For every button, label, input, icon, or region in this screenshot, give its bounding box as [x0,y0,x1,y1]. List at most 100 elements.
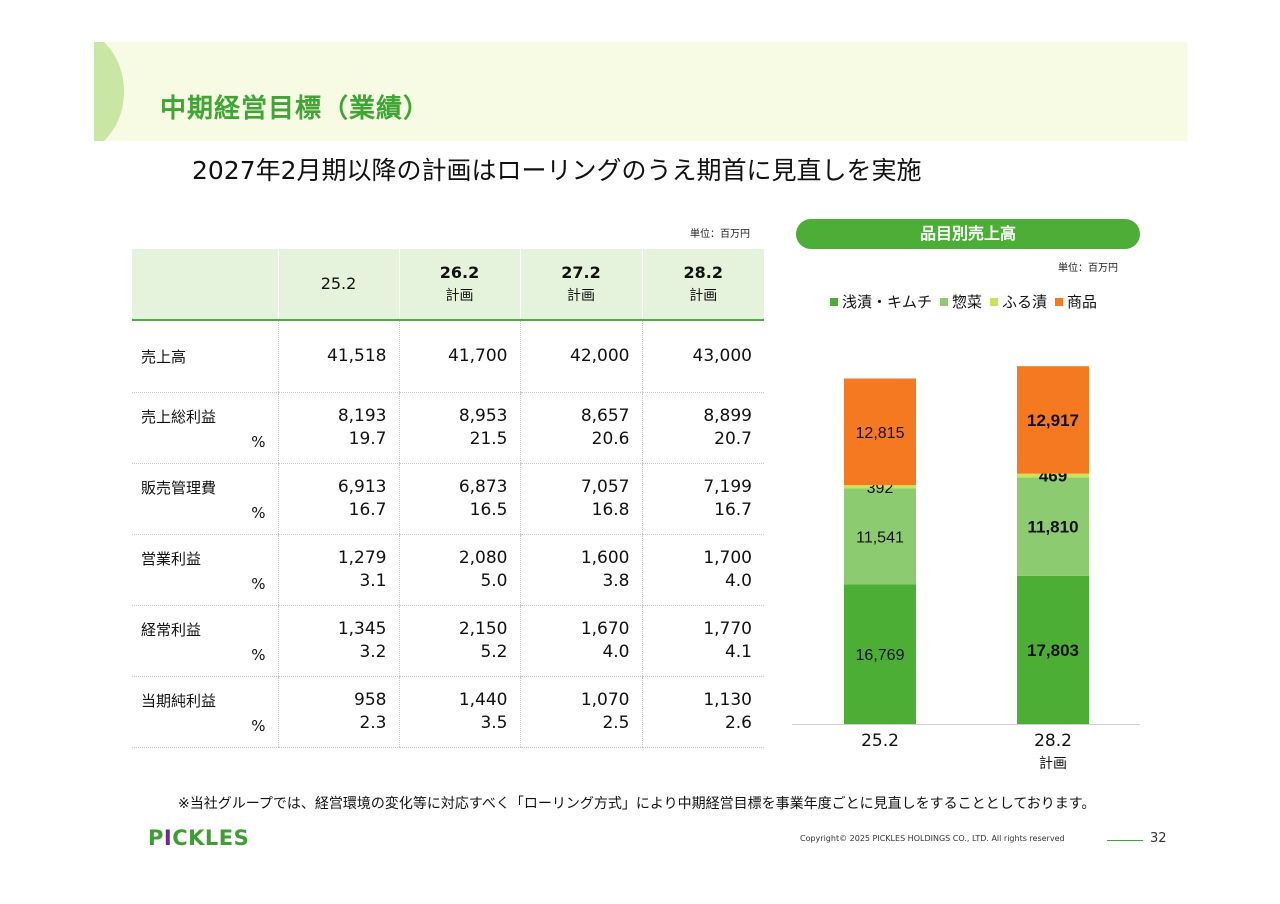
table-cell: 1,345 3.2 [277,605,399,677]
cell-percent: 20.7 [714,429,752,449]
chart-title: 品目別売上高 [796,219,1140,249]
cell-percent: 3.5 [480,713,508,733]
row-label-text: 経常利益 [141,621,202,639]
percent-label: % [251,646,266,664]
cell-percent: 16.5 [469,500,508,520]
cell-percent: 16.8 [591,500,630,520]
table-cell: 42,000 [519,320,642,393]
bar-segment [1017,575,1089,724]
cell-percent: 2.3 [359,713,387,733]
data-label: 392 [867,480,894,497]
financial-targets-table: 25.2 26.2 計画 27.2 計画 28.2 計画 売上高 41,518 41,70… [132,249,764,748]
table-cell: 43,000 [641,320,764,393]
legend-item: 惣菜 [940,291,982,312]
cell-percent: 5.0 [480,571,508,591]
cell-percent: 4.0 [724,571,752,591]
table-row: 営業利益% 1,279 3.1 2,080 5.0 1,600 3.8 1,700 4.0 [132,534,764,606]
bar-segment [1017,473,1089,478]
cell-percent: 4.0 [602,642,630,662]
table-row: 当期純利益% 958 2.3 1,440 3.5 1,070 2.5 1,130 2.6 [132,676,764,748]
cell-value: 2,080 [458,548,508,568]
bar-segment [844,584,916,724]
table-row: 売上高 41,518 41,700 42,000 43,000 [132,320,764,393]
data-label: 12,917 [1027,411,1079,430]
title-banner [94,42,1187,141]
legend-swatch [940,297,949,306]
cell-percent: 3.2 [359,642,387,662]
row-label-text: 販売管理費 [141,479,217,497]
row-label: 販売管理費% [132,463,278,535]
table-cell: 958 2.3 [277,676,399,748]
cell-value: 1,130 [703,690,752,710]
copyright-rule [1107,840,1143,841]
row-label: 営業利益% [132,534,278,606]
cell-value: 6,873 [458,477,508,497]
cell-percent: 5.2 [480,642,508,662]
banner-decoration [94,42,124,141]
bar-segment [1017,366,1089,474]
cell-value: 7,057 [580,477,630,497]
legend-swatch [830,297,838,306]
row-label-text: 営業利益 [141,550,202,568]
row-label: 売上高 [132,320,278,393]
legend-swatch [990,297,999,306]
page-title: 中期経営目標（業績） [160,94,431,124]
legend-label: 商品 [1067,293,1098,311]
cell-value: 7,199 [703,477,752,497]
legend-item: 商品 [1055,291,1097,312]
table-cell: 41,518 [277,320,399,393]
table-cell: 1,279 3.1 [277,534,399,606]
bar-segment [1017,477,1089,576]
legend-swatch [1055,297,1064,306]
cell-value: 8,193 [337,406,387,426]
data-label: 16,769 [856,647,905,664]
table-cell: 6,913 16.7 [277,463,399,535]
cell-value: 8,899 [703,406,752,426]
cell-value: 41,700 [448,346,508,366]
column-header: 28.2 計画 [641,249,764,320]
chart-legend: 浅漬・キムチ 惣菜 ふる漬 商品 [830,291,1105,312]
chart-unit-label: 単位：百万円 [1058,263,1118,274]
row-label: 当期純利益% [132,676,278,748]
table-cell: 8,899 20.7 [641,392,764,464]
cell-value: 1,345 [337,619,387,639]
percent-label: % [251,504,266,522]
cell-value: 1,279 [337,548,387,568]
cell-percent: 19.7 [348,429,387,449]
legend-item: ふる漬 [990,291,1047,312]
cell-value: 41,518 [327,346,387,366]
legend-label: 惣菜 [952,293,983,311]
table-cell: 1,070 2.5 [519,676,642,748]
page-subtitle: 2027年2月期以降の計画はローリングのうえ期首に見直しを実施 [192,156,922,185]
row-label-text: 当期純利益 [141,692,217,710]
bar-segment [844,485,916,489]
x-tick-sublabel: 計画 [1039,756,1067,772]
cell-value: 8,953 [458,406,508,426]
x-tick-label: 25.2 [861,731,899,751]
legend-label: ふる漬 [1002,293,1048,311]
data-label: 17,803 [1027,641,1079,660]
table-cell: 1,700 4.0 [641,534,764,606]
cell-value: 1,070 [580,690,630,710]
cell-percent: 2.5 [602,713,630,733]
percent-label: % [251,717,266,735]
table-cell: 8,953 21.5 [398,392,520,464]
data-label: 11,541 [856,529,904,546]
data-label: 469 [1039,467,1067,486]
table-cell: 2,150 5.2 [398,605,520,677]
cell-value: 1,700 [703,548,752,568]
percent-label: % [251,575,266,593]
cell-value: 43,000 [692,346,752,366]
pickles-logo: PICKLES [148,826,250,850]
cell-percent: 3.8 [602,571,630,591]
column-header: 27.2 計画 [519,249,642,320]
footnote: ※当社グループでは、経営環境の変化等に対応すべく「ローリング方式」により中期経営… [178,796,1096,812]
table-header-row: 25.2 26.2 計画 27.2 計画 28.2 計画 [132,249,764,320]
table-cell: 1,770 4.1 [641,605,764,677]
cell-percent: 20.6 [591,429,630,449]
legend-label: 浅漬・キムチ [842,293,933,311]
row-label-text: 売上高 [141,348,187,366]
data-label: 12,815 [856,425,905,442]
table-cell: 1,670 4.0 [519,605,642,677]
row-label: 売上総利益% [132,392,278,464]
